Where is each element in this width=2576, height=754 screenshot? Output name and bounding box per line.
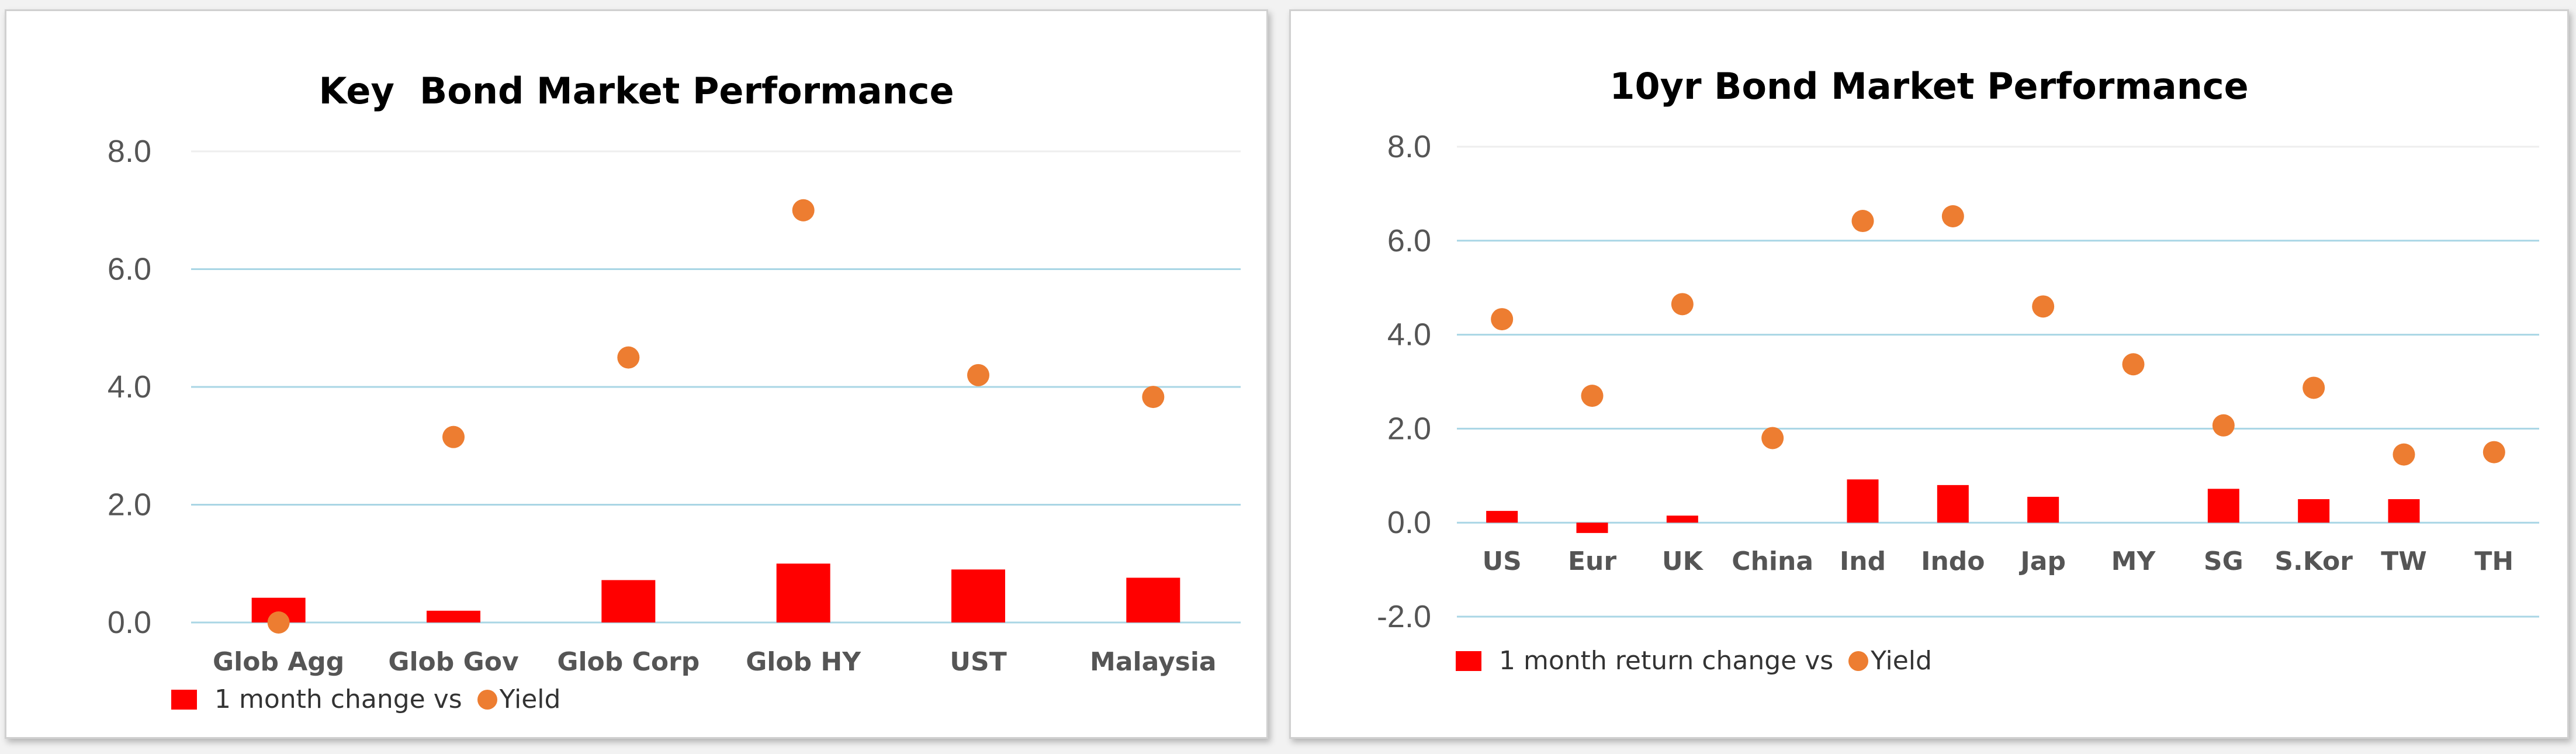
plot-area: -2.0 0.0 2.0 4.0 6.0 8.0 US Eur UK China Ind Indo Ja… (1377, 129, 2539, 634)
y-tick-label: 2.0 (1387, 411, 1431, 446)
bar (1847, 479, 1879, 523)
legend-swatch-bar (171, 689, 197, 710)
yield-point (2032, 295, 2055, 318)
legend-swatch-bar (1456, 651, 1481, 671)
bar (1666, 516, 1698, 523)
x-tick-label: Jap (2018, 547, 2066, 576)
y-tick-label: 8.0 (1387, 129, 1431, 164)
legend-swatch-dot (1848, 651, 1869, 671)
yield-point (267, 611, 290, 634)
bar (601, 580, 656, 622)
y-tick-label: 0.0 (1387, 505, 1431, 540)
yield-point (2393, 443, 2415, 466)
x-tick-label: UK (1662, 547, 1704, 576)
y-tick-label: 8.0 (108, 134, 151, 169)
yield-point (1491, 308, 1514, 331)
bar (2298, 499, 2330, 523)
x-tick-label: TH (2474, 547, 2513, 576)
yield-point (442, 426, 465, 448)
legend-label-dot: Yield (499, 684, 561, 714)
yield-point (1761, 427, 1784, 449)
x-tick-label: Ind (1840, 547, 1886, 576)
legend-swatch-dot (477, 689, 497, 710)
x-tick-label: Glob Corp (557, 647, 700, 677)
x-tick-label: Indo (1921, 547, 1985, 576)
yield-point (1851, 210, 1874, 233)
y-tick-label: 0.0 (108, 605, 151, 640)
bar (2027, 496, 2059, 523)
yield-point (967, 364, 989, 386)
chart-panel-10yr-bond: 10yr Bond Market Performance -2.0 0.0 2.0 4… (1289, 9, 2569, 739)
bar (1937, 485, 1969, 523)
x-tick-label: Eur (1568, 547, 1616, 576)
x-tick-label: TW (2381, 547, 2427, 576)
x-tick-label: China (1732, 547, 1813, 576)
yield-point (2482, 441, 2505, 464)
bar (1126, 577, 1180, 622)
legend-label-bar: 1 month return change vs (1499, 646, 1834, 676)
bar (1576, 523, 1608, 533)
bar (2388, 499, 2420, 523)
bar (427, 610, 480, 622)
bar (776, 563, 830, 622)
x-tick-label: SG (2204, 547, 2243, 576)
yield-point (2122, 353, 2145, 376)
chart-title: 10yr Bond Market Performance (1609, 65, 2249, 108)
x-tick-label: UST (950, 647, 1006, 677)
x-tick-label: S.Kor (2274, 547, 2353, 576)
x-tick-label: Glob HY (746, 647, 861, 677)
yield-point (1142, 386, 1165, 409)
yield-point (1941, 205, 1964, 227)
y-tick-label: 4.0 (108, 369, 151, 404)
legend-label-bar: 1 month change vs (214, 684, 462, 714)
x-tick-label: MY (2111, 547, 2156, 576)
x-tick-label: Glob Agg (213, 647, 344, 677)
yield-point (792, 199, 815, 222)
bar (1486, 511, 1518, 523)
x-tick-label: US (1482, 547, 1521, 576)
legend: 1 month change vs Yield (171, 684, 560, 714)
y-tick-label: 2.0 (108, 487, 151, 523)
yield-point (1671, 293, 1694, 316)
yield-point (2212, 414, 2235, 437)
legend-label-dot: Yield (1871, 646, 1932, 676)
y-tick-label: -2.0 (1377, 599, 1431, 634)
bar (951, 569, 1005, 622)
chart-panel-key-bond: Key Bond Market Performance 0.0 2.0 4.0 6.0… (5, 9, 1268, 739)
legend: 1 month return change vs Yield (1456, 646, 1932, 676)
chart-title: Key Bond Market Performance (318, 70, 954, 112)
plot-area: 0.0 2.0 4.0 6.0 8.0 Glob Agg Glob Gov Glob Corp… (108, 134, 1241, 677)
yield-point (2303, 376, 2325, 399)
x-tick-label: Glob Gov (388, 647, 519, 677)
y-tick-label: 6.0 (1387, 223, 1431, 258)
yield-point (1581, 385, 1604, 407)
yield-point (617, 346, 640, 369)
y-tick-label: 6.0 (108, 252, 151, 287)
bar (2207, 489, 2239, 523)
x-tick-label: Malaysia (1090, 647, 1217, 677)
y-tick-label: 4.0 (1387, 317, 1431, 352)
